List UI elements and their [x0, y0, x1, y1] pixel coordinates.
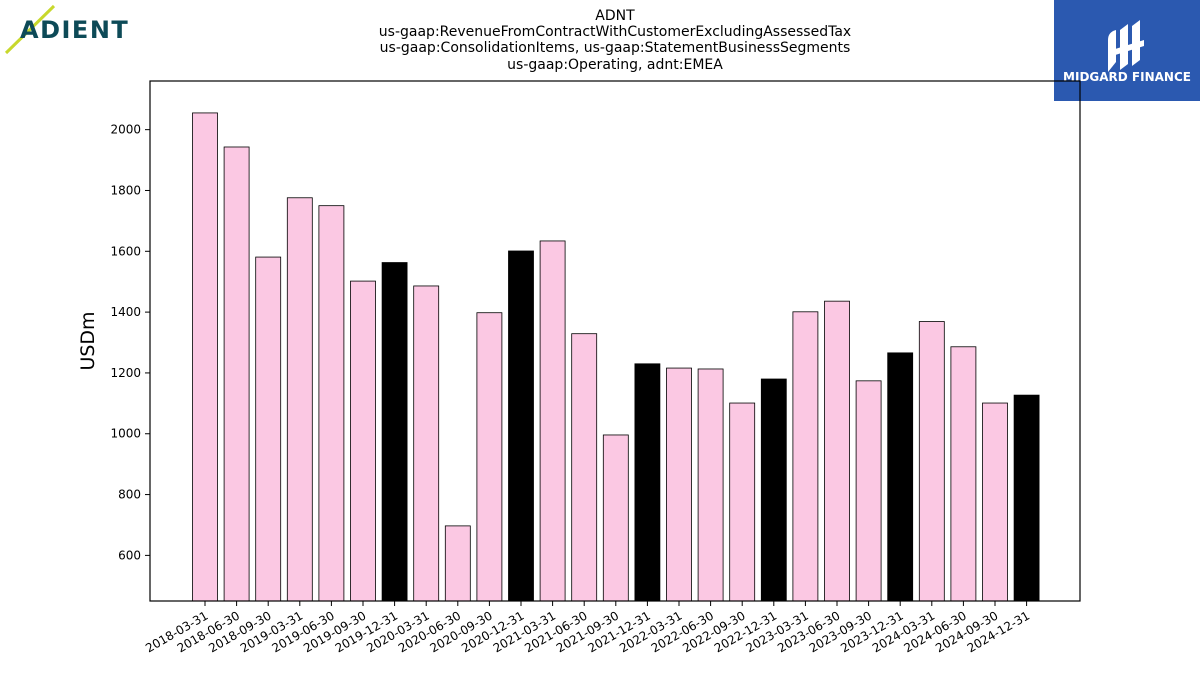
- adient-logo-accent: [4, 4, 56, 55]
- bar-2021-03-31: [539, 240, 566, 602]
- bar-2020-03-31: [413, 285, 440, 602]
- bar-2022-03-31: [666, 367, 692, 602]
- bar-2019-06-30: [318, 205, 345, 602]
- bar-2022-12-31: [760, 378, 787, 602]
- y-tick-label: 1600: [110, 244, 141, 258]
- bar-2023-06-30: [824, 300, 850, 602]
- y-tick-label: 1400: [110, 305, 141, 319]
- bar-2020-12-31: [508, 250, 534, 602]
- y-tick-label: 600: [118, 548, 141, 562]
- title-line-3: us-gaap:ConsolidationItems, us-gaap:Stat…: [380, 40, 851, 56]
- y-tick-label: 1800: [110, 183, 141, 197]
- bar-2019-03-31: [286, 197, 313, 602]
- y-tick-label: 1000: [110, 427, 141, 441]
- bar-2018-09-30: [255, 256, 282, 602]
- bar-2023-12-31: [887, 352, 914, 602]
- bar-2018-06-30: [223, 146, 250, 602]
- adient-logo-text: ADIENT: [20, 16, 129, 44]
- bar-2020-06-30: [444, 525, 471, 602]
- bar-2022-06-30: [697, 368, 724, 602]
- bar-2020-09-30: [476, 312, 503, 602]
- y-tick-label: 1200: [110, 366, 141, 380]
- midgard-logo-text: MIDGARD FINANCE: [1063, 70, 1191, 84]
- adient-logo: ADIENT: [4, 4, 129, 55]
- y-axis-ticks: 600 800 1000 1200 1400 1600 1800 2000: [110, 123, 150, 562]
- title-line-4: us-gaap:Operating, adnt:EMEA: [507, 57, 723, 73]
- bar-2024-12-31: [1013, 394, 1040, 602]
- midgard-finance-logo: MIDGARD FINANCE: [1054, 0, 1200, 101]
- bar-2019-09-30: [350, 280, 376, 602]
- bar-2019-12-31: [381, 262, 408, 602]
- midgard-logo-mark-icon: [1108, 20, 1144, 72]
- bar-2024-03-31: [918, 321, 945, 602]
- bar-2023-03-31: [792, 311, 819, 602]
- chart-title: ADNT us-gaap:RevenueFromContractWithCust…: [379, 8, 851, 73]
- bars: [192, 112, 1040, 602]
- bar-2018-03-31: [192, 112, 218, 602]
- y-tick-label: 800: [118, 488, 141, 502]
- y-tick-label: 2000: [110, 123, 141, 137]
- title-line-1: ADNT: [595, 8, 635, 24]
- bar-2021-09-30: [602, 434, 629, 602]
- bar-2024-06-30: [950, 346, 977, 602]
- bar-2021-06-30: [571, 333, 598, 602]
- bar-2023-09-30: [855, 380, 882, 602]
- bar-2022-09-30: [729, 402, 756, 602]
- y-axis-label: USDm: [77, 311, 99, 370]
- x-axis-ticks: 2018-03-312018-06-302018-09-302019-03-31…: [143, 601, 1032, 655]
- plot-area-frame: [149, 80, 1081, 602]
- title-line-2: us-gaap:RevenueFromContractWithCustomerE…: [379, 24, 851, 40]
- bar-2021-12-31: [634, 363, 661, 602]
- bar-2024-09-30: [982, 402, 1008, 602]
